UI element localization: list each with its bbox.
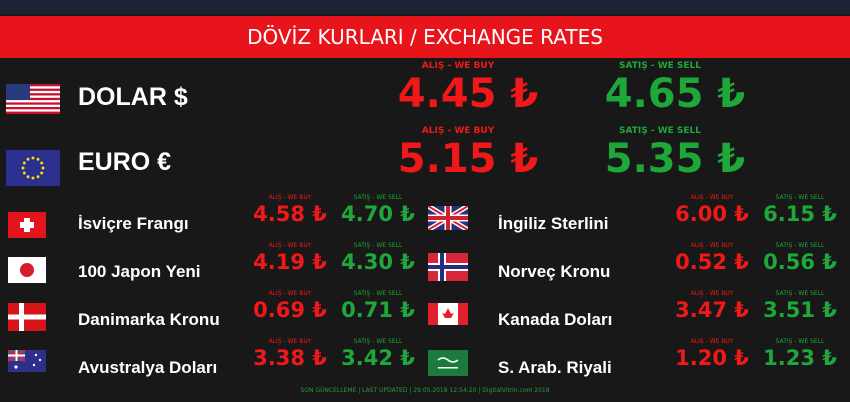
sell-rate: 4.65 ₺ (604, 71, 746, 117)
buy-rate: 4.19 ₺ (253, 250, 327, 274)
currency-name: Avustralya Doları (78, 358, 218, 377)
flag-us (6, 84, 60, 114)
sell-rate: 3.51 ₺ (763, 298, 837, 322)
flag-gb (428, 206, 468, 230)
buy-label: ALIŞ - WE BUY (268, 194, 312, 201)
buy-rate: 6.00 ₺ (675, 202, 749, 226)
flag-au (8, 350, 46, 372)
buy-rate: 1.20 ₺ (675, 346, 749, 370)
buy-label: ALIŞ - WE BUY (268, 338, 312, 345)
buy-label: ALIŞ - WE BUY (421, 126, 495, 136)
buy-rate: 3.38 ₺ (253, 346, 327, 370)
sell-label: SATIŞ - WE SELL (618, 61, 702, 71)
sell-rate: 4.30 ₺ (341, 250, 415, 274)
sell-rate: 0.56 ₺ (763, 250, 837, 274)
currency-name: DOLAR $ (78, 83, 188, 111)
buy-label: ALIŞ - WE BUY (690, 194, 734, 201)
buy-label: ALIŞ - WE BUY (421, 61, 495, 71)
sell-label: SATIŞ - WE SELL (775, 194, 825, 201)
flag-ca (428, 303, 468, 325)
sell-rate: 6.15 ₺ (763, 202, 837, 226)
sell-rate: 3.42 ₺ (341, 346, 415, 370)
buy-label: ALIŞ - WE BUY (690, 290, 734, 297)
sell-rate: 0.71 ₺ (341, 298, 415, 322)
sell-label: SATIŞ - WE SELL (353, 338, 403, 345)
sell-label: SATIŞ - WE SELL (775, 290, 825, 297)
sell-label: SATIŞ - WE SELL (353, 290, 403, 297)
buy-label: ALIŞ - WE BUY (690, 242, 734, 249)
flag-ch (8, 212, 46, 238)
buy-rate: 4.58 ₺ (253, 202, 327, 226)
flag-no (428, 253, 468, 281)
currency-name: Norveç Kronu (498, 262, 611, 281)
buy-rate: 5.15 ₺ (397, 136, 539, 182)
currency-name: İngiliz Sterlini (498, 214, 609, 233)
sell-rate: 5.35 ₺ (604, 136, 746, 182)
flag-jp (8, 257, 46, 283)
currency-name: EURO € (78, 148, 172, 176)
top-bar (0, 0, 850, 14)
buy-rate: 0.69 ₺ (253, 298, 327, 322)
footer-text: SON GÜNCELLEME | LAST UPDATED | 29.05.20… (300, 387, 550, 394)
currency-name: İsviçre Frangı (78, 214, 189, 233)
flag-dk (8, 303, 46, 331)
sell-label: SATIŞ - WE SELL (618, 126, 702, 136)
buy-rate: 0.52 ₺ (675, 250, 749, 274)
currency-name: 100 Japon Yeni (78, 262, 201, 281)
flag-eu (6, 150, 60, 186)
sell-label: SATIŞ - WE SELL (353, 242, 403, 249)
currency-name: Kanada Doları (498, 310, 613, 329)
buy-label: ALIŞ - WE BUY (268, 242, 312, 249)
flag-sa (428, 350, 468, 376)
buy-rate: 3.47 ₺ (675, 298, 749, 322)
buy-label: ALIŞ - WE BUY (268, 290, 312, 297)
currency-name: Danimarka Kronu (78, 310, 220, 329)
sell-label: SATIŞ - WE SELL (775, 338, 825, 345)
header-title: DÖVİZ KURLARI / EXCHANGE RATES (0, 16, 850, 58)
sell-label: SATIŞ - WE SELL (775, 242, 825, 249)
buy-label: ALIŞ - WE BUY (690, 338, 734, 345)
sell-label: SATIŞ - WE SELL (353, 194, 403, 201)
sell-rate: 4.70 ₺ (341, 202, 415, 226)
buy-rate: 4.45 ₺ (397, 71, 539, 117)
currency-name: S. Arab. Riyali (498, 358, 612, 377)
sell-rate: 1.23 ₺ (763, 346, 837, 370)
